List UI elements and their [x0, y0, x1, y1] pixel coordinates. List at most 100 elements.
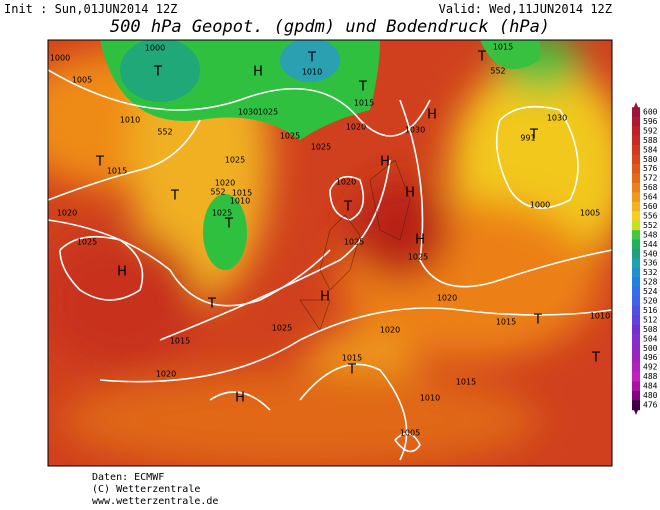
colorbar-swatch: [632, 239, 640, 250]
colorbar-label: 492: [643, 363, 658, 372]
colorbar-label: 484: [643, 382, 658, 391]
isobar-label: 1015: [342, 354, 362, 363]
colorbar-label: 480: [643, 391, 658, 400]
isobar-label: 1020: [215, 179, 235, 188]
pressure-center: H: [320, 290, 330, 305]
colorbar-swatch: [632, 277, 640, 288]
pressure-center: T: [307, 51, 316, 66]
isobar-label: 1030: [238, 108, 258, 117]
website: www.wetterzentrale.de: [92, 496, 218, 507]
colorbar-label: 496: [643, 353, 658, 362]
colorbar-label: 476: [643, 401, 658, 410]
init-time: Init : Sun,01JUN2014 12Z: [4, 2, 177, 16]
colorbar-swatch: [632, 192, 640, 203]
colorbar-swatch: [632, 182, 640, 193]
colorbar-swatch: [632, 258, 640, 269]
pressure-center: H: [253, 65, 263, 80]
colorbar-swatch: [632, 305, 640, 316]
colorbar-swatch: [632, 362, 640, 373]
colorbar-swatch: [632, 163, 640, 174]
pressure-center: T: [343, 200, 352, 215]
isobar-label: 1015: [456, 378, 476, 387]
colorbar-swatch: [632, 324, 640, 335]
colorbar-label: 568: [643, 183, 658, 192]
isobar-label: 1005: [580, 209, 600, 218]
colorbar-cap: [632, 405, 640, 415]
colorbar-label: 536: [643, 259, 658, 268]
isobar-label: 1030: [405, 126, 425, 135]
colorbar-swatch: [632, 353, 640, 363]
colorbar-label: 520: [643, 297, 658, 306]
pressure-center: H: [427, 108, 437, 123]
colorbar-label: 552: [643, 221, 658, 230]
colorbar-label: 560: [643, 202, 658, 211]
map-field: [48, 40, 612, 466]
colorbar-label: 488: [643, 372, 658, 381]
isobar-label: 1020: [156, 370, 176, 379]
isobar-label: 1025: [280, 132, 300, 141]
colorbar-swatch: [632, 371, 640, 382]
isobar-label: 1015: [496, 318, 516, 327]
isobar-label: 1010: [302, 68, 322, 77]
colorbar-swatch: [632, 116, 640, 127]
isobar-label: 1010: [590, 312, 610, 321]
colorbar-swatch: [632, 381, 640, 392]
isobar-label: 1005: [400, 429, 420, 438]
isobar-label: 1015: [493, 43, 513, 52]
colorbar-swatch: [632, 390, 640, 401]
pressure-center: H: [235, 391, 245, 406]
colorbar-label: 588: [643, 136, 658, 145]
isobar-label: 1025: [258, 108, 278, 117]
pressure-center: T: [224, 217, 233, 232]
colorbar-label: 576: [643, 164, 658, 173]
colorbar-swatch: [632, 249, 640, 259]
isobar-label: 1000: [530, 201, 550, 210]
isobar-label: 1005: [72, 76, 92, 85]
isobar-label: 552: [210, 188, 225, 197]
isobar-label: 1025: [408, 253, 428, 262]
isobar-label: 1015: [107, 167, 127, 176]
colorbar-label: 504: [643, 334, 658, 343]
isobar-label: 1025: [344, 238, 364, 247]
colorbar-swatch: [632, 126, 640, 137]
pressure-center: H: [415, 233, 425, 248]
colorbar-swatch: [632, 173, 640, 184]
pressure-center: T: [153, 65, 162, 80]
colorbar-swatch: [632, 145, 640, 156]
colorbar-swatch: [632, 267, 640, 278]
colorbar-label: 544: [643, 240, 658, 249]
colorbar-swatch: [632, 107, 640, 118]
colorbar-swatch: [632, 220, 640, 231]
colorbar-label: 528: [643, 278, 658, 287]
isobar-label: 1015: [170, 337, 190, 346]
colorbar-swatch: [632, 315, 640, 326]
colorbar: 6005965925885845805765725685645605565525…: [632, 102, 658, 415]
isobar-label: 1025: [272, 324, 292, 333]
data-source: Daten: ECMWF: [92, 472, 164, 483]
map-title: 500 hPa Geopot. (gpdm) und Bodendruck (h…: [110, 17, 550, 37]
isobar-label: 1020: [380, 326, 400, 335]
pressure-center: T: [533, 313, 542, 328]
pressure-center: H: [117, 265, 127, 280]
isobar-label: 1015: [354, 99, 374, 108]
isobar-label: 1020: [57, 209, 77, 218]
pressure-center: H: [405, 186, 415, 201]
isobar-label: 1020: [437, 294, 457, 303]
colorbar-swatch: [632, 201, 640, 212]
colorbar-label: 600: [643, 108, 658, 117]
colorbar-label: 572: [643, 174, 658, 183]
colorbar-label: 516: [643, 306, 658, 315]
colorbar-label: 564: [643, 193, 658, 202]
colorbar-label: 592: [643, 126, 658, 135]
pressure-center: T: [529, 128, 538, 143]
pressure-center: T: [477, 50, 486, 65]
isobar-label: 552: [490, 67, 505, 76]
colorbar-swatch: [632, 230, 640, 241]
colorbar-swatch: [632, 154, 640, 165]
colorbar-label: 548: [643, 230, 658, 239]
isobar-label: 1020: [336, 178, 356, 187]
colorbar-swatch: [632, 343, 640, 354]
pressure-center: T: [358, 80, 367, 95]
